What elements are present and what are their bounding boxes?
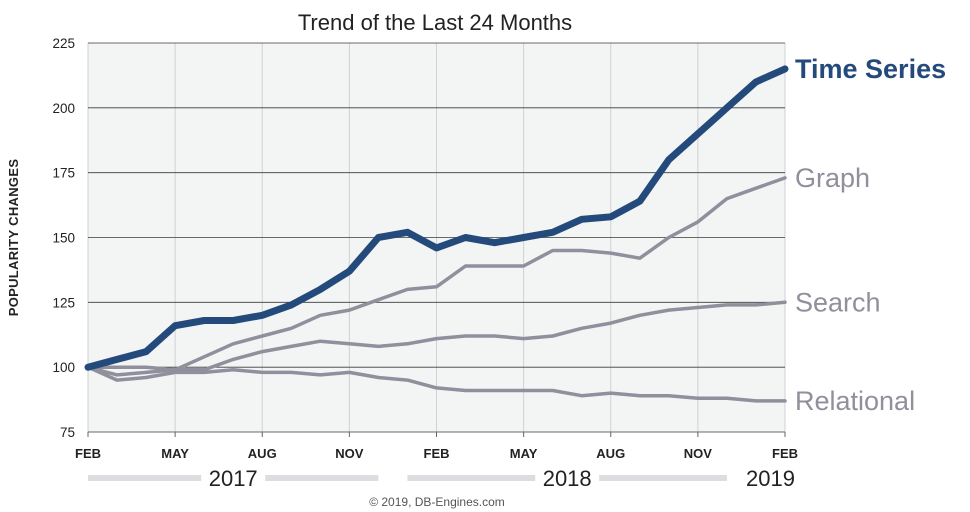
series-label-search: Search bbox=[795, 287, 881, 317]
x-tick-label: NOV bbox=[684, 446, 713, 461]
y-tick-label: 225 bbox=[52, 36, 75, 51]
y-tick-label: 100 bbox=[52, 360, 75, 375]
x-tick-label: FEB bbox=[772, 446, 798, 461]
series-labels: Time Series Graph Search Relational bbox=[795, 54, 946, 416]
series-lines bbox=[84, 65, 789, 403]
x-tick-label: MAY bbox=[161, 446, 189, 461]
y-axis-label: POPULARITY CHANGES bbox=[6, 159, 21, 317]
x-tick-label: FEB bbox=[75, 446, 101, 461]
x-tick-label: NOV bbox=[335, 446, 364, 461]
year-label: 2018 bbox=[543, 466, 592, 491]
series-line-search bbox=[86, 300, 787, 372]
series-line-graph bbox=[86, 176, 787, 377]
credit: © 2019, DB-Engines.com bbox=[369, 495, 505, 509]
year-label: 2017 bbox=[209, 466, 258, 491]
x-axis-ticks: FEB MAY AUG NOV FEB MAY AUG NOV FEB bbox=[75, 432, 798, 461]
series-label-relational: Relational bbox=[795, 386, 915, 416]
y-tick-label: 150 bbox=[52, 231, 75, 246]
y-tick-label: 75 bbox=[60, 425, 75, 440]
chart-title: Trend of the Last 24 Months bbox=[298, 10, 572, 35]
year-label: 2019 bbox=[746, 466, 795, 491]
series-line-relational bbox=[86, 365, 787, 403]
year-bands: 2017 2018 2019 bbox=[88, 466, 795, 491]
x-tick-label: FEB bbox=[424, 446, 450, 461]
series-label-graph: Graph bbox=[795, 163, 870, 193]
y-tick-label: 125 bbox=[52, 295, 75, 310]
x-tick-label: AUG bbox=[248, 446, 277, 461]
y-tick-label: 200 bbox=[52, 101, 75, 116]
x-tick-label: MAY bbox=[510, 446, 538, 461]
y-tick-label: 175 bbox=[52, 166, 75, 181]
series-label-time-series: Time Series bbox=[795, 54, 946, 84]
y-axis-ticks: 75 100 125 150 175 200 225 bbox=[52, 36, 75, 440]
x-tick-label: AUG bbox=[596, 446, 625, 461]
series-line-time-series bbox=[84, 65, 789, 371]
